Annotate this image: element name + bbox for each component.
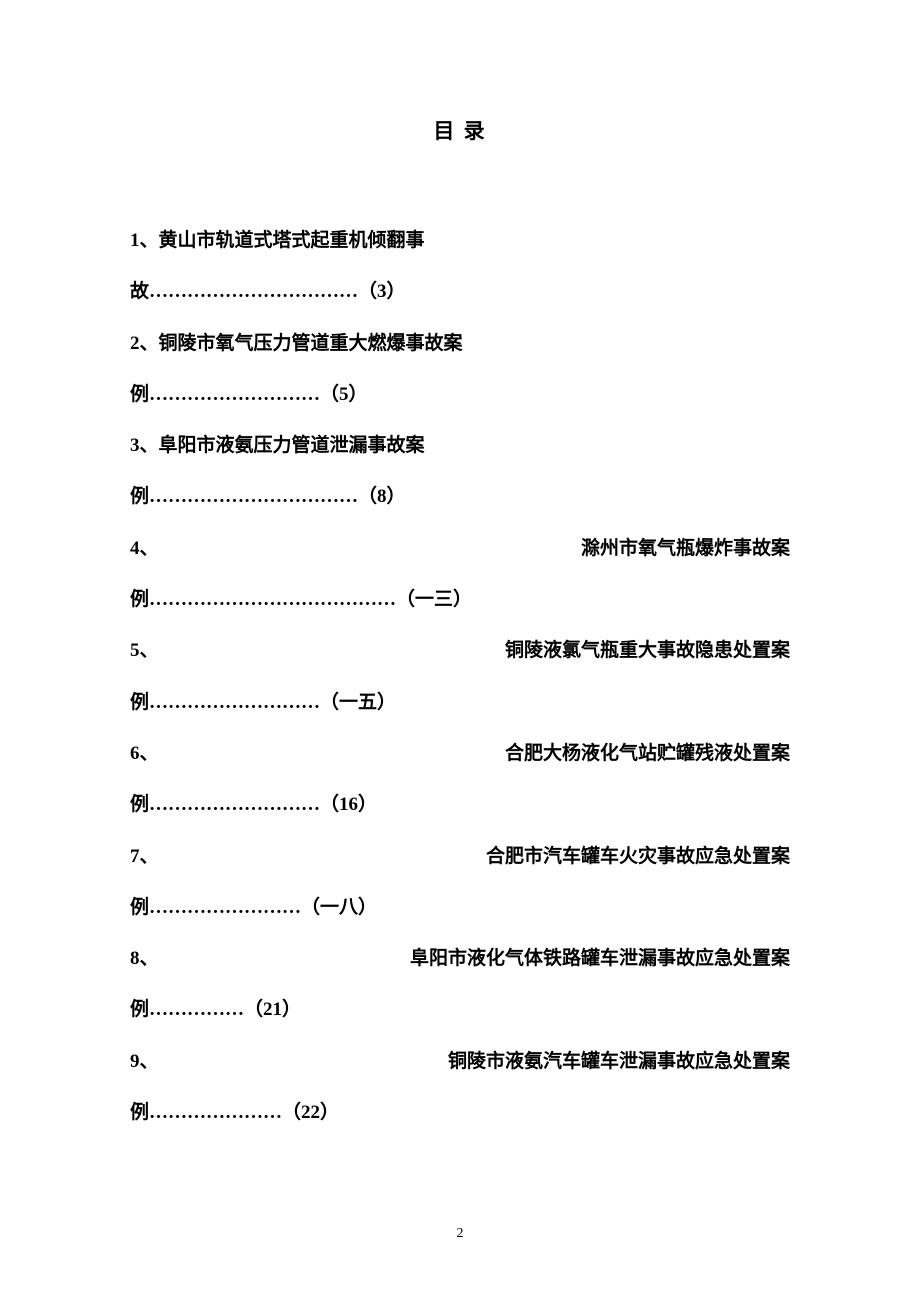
toc-entry-1: 1、黄山市轨道式塔式起重机倾翻事 故……………………………（3） bbox=[130, 215, 790, 318]
entry-number: 9、 bbox=[130, 1036, 159, 1087]
entry-number: 8、 bbox=[130, 933, 159, 984]
entry-title: 铜陵液氯气瓶重大事故隐患处置案 bbox=[505, 625, 790, 676]
entry-justified-line: 7、 合肥市汽车罐车火灾事故应急处置案 bbox=[130, 831, 790, 882]
entry-line2: 例………………………（5） bbox=[130, 369, 790, 420]
toc-entry-8: 8、 阜阳市液化气体铁路罐车泄漏事故应急处置案 例……………（21） bbox=[130, 933, 790, 1036]
toc-entry-5: 5、 铜陵液氯气瓶重大事故隐患处置案 例………………………（一五） bbox=[130, 625, 790, 728]
entry-justified-line: 9、 铜陵市液氨汽车罐车泄漏事故应急处置案 bbox=[130, 1036, 790, 1087]
entry-line2: 例…………………（22） bbox=[130, 1087, 790, 1138]
entry-line1: 3、阜阳市液氨压力管道泄漏事故案 bbox=[130, 420, 790, 471]
toc-entry-4: 4、 滁州市氧气瓶爆炸事故案 例…………………………………（一三） bbox=[130, 523, 790, 626]
entry-justified-line: 4、 滁州市氧气瓶爆炸事故案 bbox=[130, 523, 790, 574]
entry-line1: 1、黄山市轨道式塔式起重机倾翻事 bbox=[130, 215, 790, 266]
page-number: 2 bbox=[457, 1226, 464, 1242]
entry-line2: 例……………………………（8） bbox=[130, 471, 790, 522]
entry-number: 7、 bbox=[130, 831, 159, 882]
entry-line2: 例……………………（一八） bbox=[130, 882, 790, 933]
entry-number: 4、 bbox=[130, 523, 159, 574]
page-container: 目 录 1、黄山市轨道式塔式起重机倾翻事 故……………………………（3） 2、铜… bbox=[0, 0, 920, 1138]
toc-entry-6: 6、 合肥大杨液化气站贮罐残液处置案 例………………………（16） bbox=[130, 728, 790, 831]
entry-title: 铜陵市液氨汽车罐车泄漏事故应急处置案 bbox=[448, 1036, 790, 1087]
toc-entry-9: 9、 铜陵市液氨汽车罐车泄漏事故应急处置案 例…………………（22） bbox=[130, 1036, 790, 1139]
entry-justified-line: 8、 阜阳市液化气体铁路罐车泄漏事故应急处置案 bbox=[130, 933, 790, 984]
entry-justified-line: 5、 铜陵液氯气瓶重大事故隐患处置案 bbox=[130, 625, 790, 676]
entry-line2: 例………………………（一五） bbox=[130, 677, 790, 728]
entry-line1: 2、铜陵市氧气压力管道重大燃爆事故案 bbox=[130, 318, 790, 369]
entry-number: 5、 bbox=[130, 625, 159, 676]
entry-title: 合肥大杨液化气站贮罐残液处置案 bbox=[505, 728, 790, 779]
entry-number: 6、 bbox=[130, 728, 159, 779]
entry-title: 阜阳市液化气体铁路罐车泄漏事故应急处置案 bbox=[410, 933, 790, 984]
entry-line2: 故……………………………（3） bbox=[130, 266, 790, 317]
toc-entry-2: 2、铜陵市氧气压力管道重大燃爆事故案 例………………………（5） bbox=[130, 318, 790, 421]
entry-line2: 例………………………（16） bbox=[130, 779, 790, 830]
entry-line2: 例……………（21） bbox=[130, 984, 790, 1035]
entry-justified-line: 6、 合肥大杨液化气站贮罐残液处置案 bbox=[130, 728, 790, 779]
toc-entry-3: 3、阜阳市液氨压力管道泄漏事故案 例……………………………（8） bbox=[130, 420, 790, 523]
entry-line2: 例…………………………………（一三） bbox=[130, 574, 790, 625]
entry-title: 合肥市汽车罐车火灾事故应急处置案 bbox=[486, 831, 790, 882]
toc-title: 目 录 bbox=[130, 115, 790, 145]
toc-entry-7: 7、 合肥市汽车罐车火灾事故应急处置案 例……………………（一八） bbox=[130, 831, 790, 934]
entry-title: 滁州市氧气瓶爆炸事故案 bbox=[581, 523, 790, 574]
